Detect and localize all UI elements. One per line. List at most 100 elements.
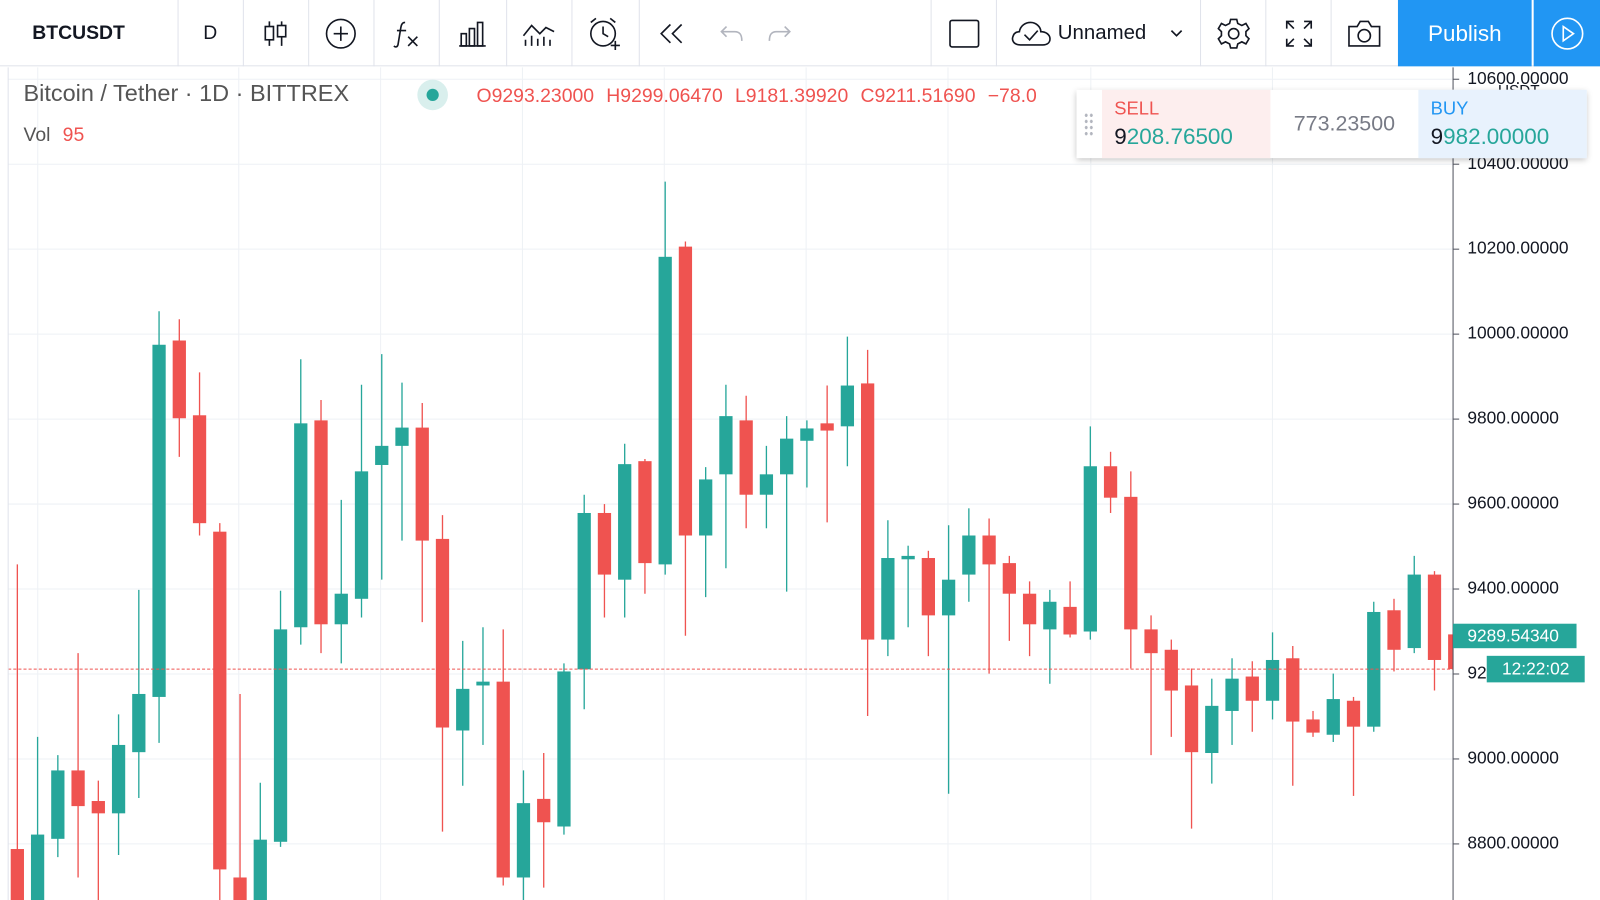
candle-body <box>1387 610 1401 650</box>
buy-button[interactable]: BUY 9982.00000 <box>1418 89 1587 159</box>
countdown-label: 12:22:02 <box>1502 659 1569 679</box>
ohlc-value: 9293.23000 <box>491 85 595 108</box>
toolbar: BTCUSDT D Unnamed Publish <box>0 0 1600 67</box>
horizontal-grid <box>8 78 1454 845</box>
candle-body <box>516 803 531 878</box>
candle-body <box>820 423 834 431</box>
separator <box>571 0 573 67</box>
candle-body <box>699 479 713 536</box>
y-tick-label: 9800.00000 <box>1467 408 1559 428</box>
ohlc-item: C9211.51690 <box>860 86 975 108</box>
sell-label: SELL <box>1114 97 1160 119</box>
chart-type-button[interactable] <box>245 0 306 66</box>
candle-body <box>30 834 45 900</box>
candle-body <box>1043 601 1057 630</box>
ohlc-item: L9181.39920 <box>735 86 848 108</box>
layout-button[interactable] <box>933 0 996 66</box>
candle-body <box>941 579 956 616</box>
candle-body <box>1286 658 1300 722</box>
symbol-search[interactable]: BTCUSDT <box>32 21 125 44</box>
countdown-box <box>1486 655 1585 683</box>
y-tick-label: 10200.00000 <box>1467 238 1568 258</box>
fullscreen-button[interactable] <box>1267 0 1330 66</box>
candle-body <box>435 538 450 728</box>
ohlc-value: 9181.39920 <box>745 85 849 108</box>
candle-body <box>172 340 186 419</box>
candle-body <box>314 420 328 625</box>
candle-body <box>415 427 429 541</box>
candle-body <box>800 428 814 441</box>
candle-body <box>375 445 389 465</box>
buy-label: BUY <box>1430 97 1469 119</box>
candle-body <box>1245 676 1259 701</box>
sell-price: 9208.76500 <box>1114 123 1233 149</box>
play-button[interactable] <box>1533 0 1600 67</box>
spread: 773.23500 <box>1293 112 1396 136</box>
separator <box>638 0 640 67</box>
candle-body <box>658 256 672 565</box>
alert-button[interactable] <box>573 0 636 66</box>
candle-body <box>1103 466 1118 498</box>
candle-body <box>881 558 895 640</box>
candle-body <box>1124 496 1138 630</box>
layout-name: Unnamed <box>1057 21 1147 44</box>
change: −78.0 <box>987 85 1037 108</box>
separator <box>1265 0 1267 67</box>
candle-body <box>638 461 652 564</box>
candle-body <box>1205 705 1219 754</box>
y-tick-label: 9600.00000 <box>1467 493 1559 513</box>
undo-button[interactable] <box>710 0 753 66</box>
redo-button[interactable] <box>757 0 802 66</box>
replay-button[interactable] <box>641 0 702 66</box>
candle-body <box>476 681 490 686</box>
ohlc-key: C <box>860 85 875 108</box>
ohlc-key: O <box>476 85 492 108</box>
candle-body <box>1265 659 1280 701</box>
separator <box>1330 0 1332 67</box>
last-price-box <box>1453 623 1577 649</box>
candle-body <box>1225 678 1239 711</box>
candle-body <box>496 681 510 878</box>
separator <box>930 0 932 67</box>
separator <box>438 0 440 67</box>
compare-button[interactable] <box>310 0 371 66</box>
candle-body <box>557 671 571 827</box>
financials-button[interactable] <box>441 0 504 66</box>
symbol-title: Bitcoin / Tether · 1D · BITTREX <box>23 79 350 107</box>
settings-button[interactable] <box>1202 0 1265 66</box>
candle-body <box>759 474 774 495</box>
candle-body <box>982 535 996 565</box>
publish-button[interactable]: Publish <box>1397 0 1532 67</box>
candle-body <box>962 535 976 575</box>
candle-body <box>192 415 207 524</box>
trade-panel: SELL 9208.76500 773.23500 BUY 9982.00000 <box>1076 89 1587 159</box>
y-tick-label: 10000.00000 <box>1467 323 1568 343</box>
sell-button[interactable]: SELL 9208.76500 <box>1102 89 1271 159</box>
candle-body <box>1184 685 1199 753</box>
candle-body <box>1144 629 1158 654</box>
ohlc-value: 9211.51690 <box>874 85 976 108</box>
last-price-label: 9289.54340 <box>1467 626 1559 646</box>
separator <box>308 0 310 67</box>
ohlc-value: 9299.06470 <box>620 85 723 108</box>
save-layout-button[interactable]: Unnamed <box>998 0 1198 66</box>
indicators-button[interactable] <box>376 0 437 66</box>
candle-body <box>91 801 105 814</box>
snapshot-button[interactable] <box>1333 0 1396 66</box>
separator <box>506 0 508 67</box>
candle-body <box>1326 699 1340 735</box>
candle-body <box>1427 574 1442 660</box>
separator <box>1199 0 1202 67</box>
candle-body <box>840 385 855 427</box>
y-tick-label: 10600.00000 <box>1467 68 1568 88</box>
ohlc-item: H9299.06470 <box>606 86 722 108</box>
separator <box>177 0 179 67</box>
candle-body <box>456 688 470 731</box>
templates-button[interactable] <box>508 0 569 66</box>
candle-body <box>253 839 267 900</box>
candle-body <box>780 438 794 475</box>
candle-body <box>739 420 753 495</box>
interval-button[interactable]: D <box>203 21 218 44</box>
candle-body <box>860 383 875 640</box>
drag-handle[interactable] <box>1083 112 1094 137</box>
